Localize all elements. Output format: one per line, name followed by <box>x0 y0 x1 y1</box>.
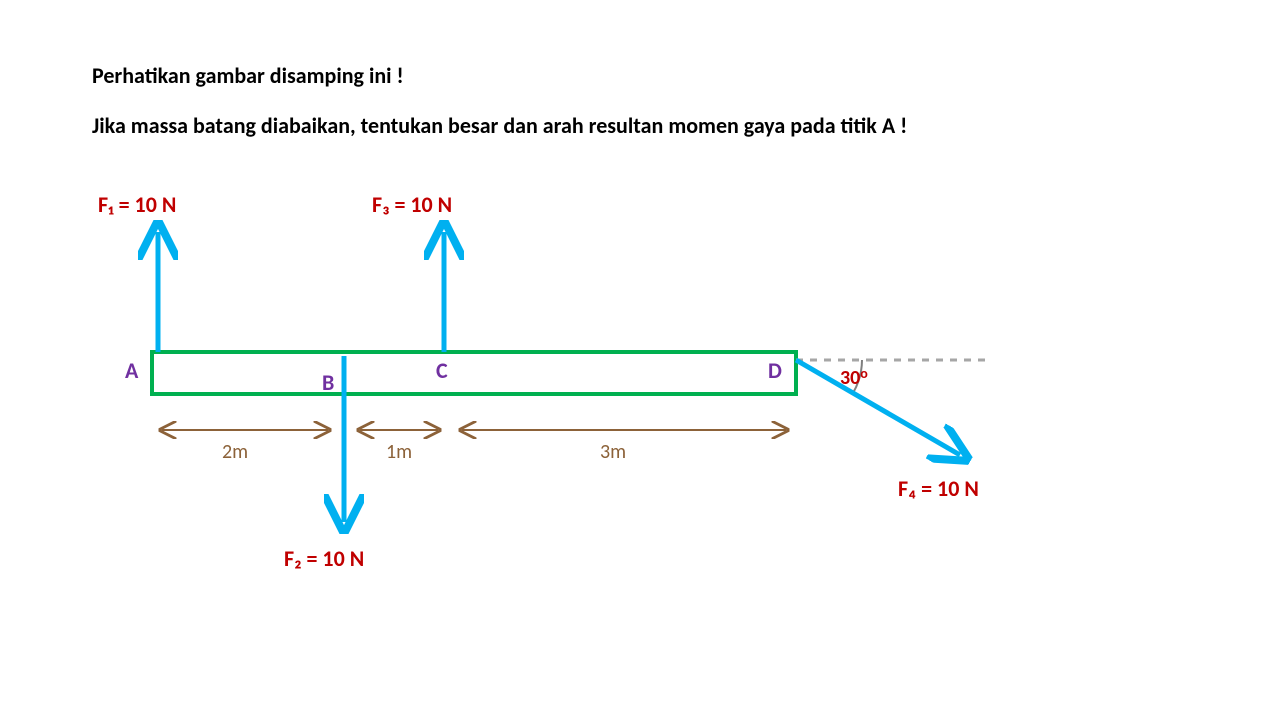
dim-AB-label: 2m <box>222 440 248 464</box>
page-root: Perhatikan gambar disamping ini ! Jika m… <box>0 0 1280 720</box>
dim-BC-label: 1m <box>386 440 412 464</box>
point-A-label: A <box>125 357 139 384</box>
point-B-label: B <box>322 369 334 396</box>
diagram-svg: A B C D F₁ = 10 N F₃ = 10 N F₂ = 10 N 30… <box>0 0 1280 720</box>
force-F4-label: F₄ = 10 N <box>898 475 979 502</box>
force-F1-label: F₁ = 10 N <box>98 191 176 218</box>
point-D-label: D <box>768 357 782 384</box>
force-F2-label: F₂ = 10 N <box>284 545 364 572</box>
beam-rect <box>152 352 796 394</box>
force-F4-arrow <box>796 360 960 455</box>
dim-CD-label: 3m <box>600 440 626 464</box>
point-C-label: C <box>436 357 448 384</box>
force-F3-label: F₃ = 10 N <box>372 191 452 218</box>
